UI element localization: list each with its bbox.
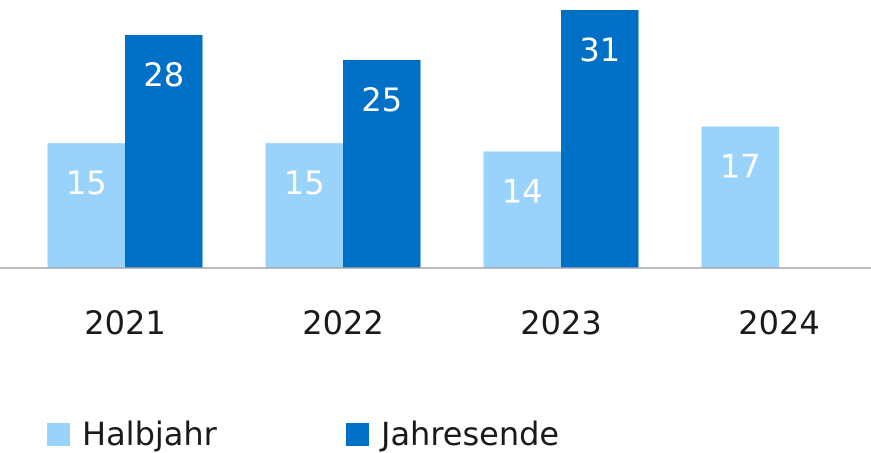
bar xyxy=(265,143,343,268)
value-label: 15 xyxy=(284,164,325,202)
x-tick-label: 2022 xyxy=(302,304,383,342)
value-label: 28 xyxy=(143,56,184,94)
value-label: 15 xyxy=(66,164,107,202)
value-label: 17 xyxy=(720,148,761,186)
x-tick-label: 2023 xyxy=(520,304,601,342)
legend-swatch xyxy=(47,423,70,446)
value-label: 31 xyxy=(579,31,620,69)
x-tick-label: 2024 xyxy=(738,304,819,342)
x-tick-label: 2021 xyxy=(84,304,165,342)
value-label: 14 xyxy=(502,172,543,210)
bar xyxy=(343,59,421,268)
legend-label: Jahresende xyxy=(379,415,559,453)
legend-swatch xyxy=(346,423,369,446)
bar xyxy=(701,126,779,268)
bar xyxy=(125,34,203,268)
value-label: 25 xyxy=(361,81,402,119)
bar xyxy=(483,151,561,268)
bar xyxy=(561,10,639,268)
legend-label: Halbjahr xyxy=(82,415,218,453)
bar xyxy=(47,143,125,268)
